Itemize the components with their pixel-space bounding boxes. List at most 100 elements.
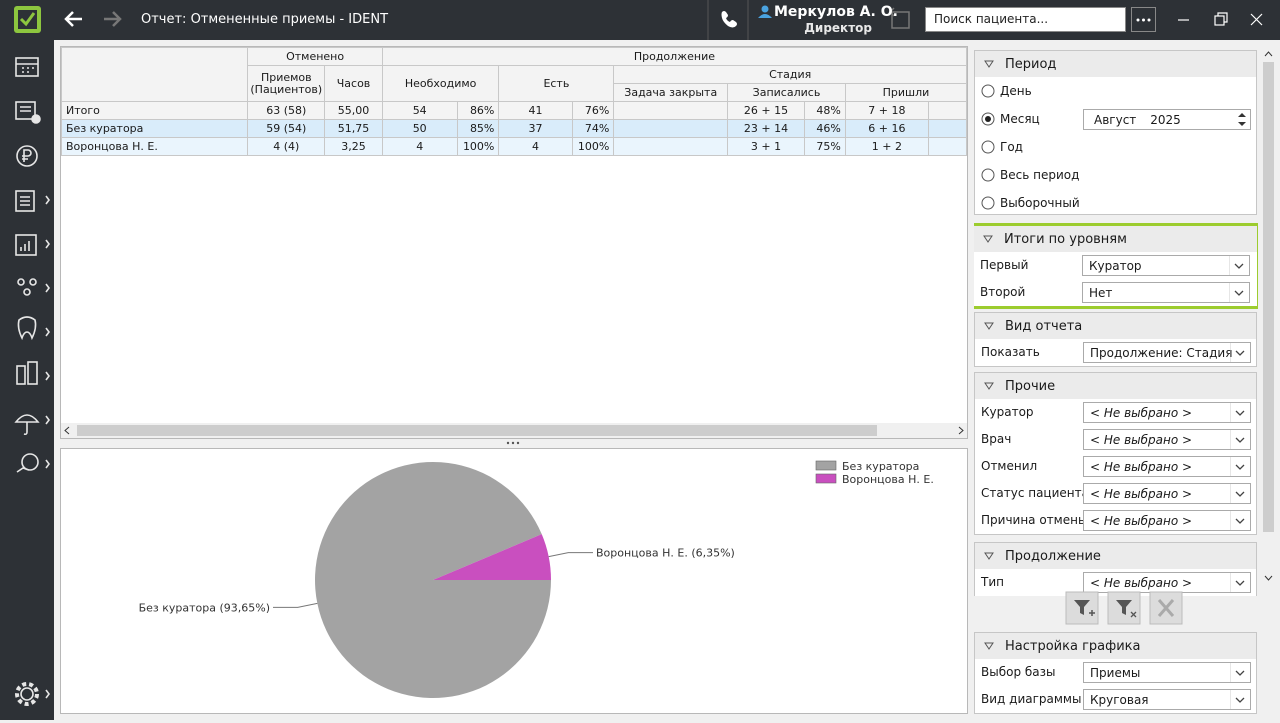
scrollbar-graphic bbox=[1263, 51, 1274, 581]
add-filter-button[interactable] bbox=[1065, 591, 1099, 625]
section-header[interactable]: Прочие bbox=[975, 373, 1256, 399]
section-title: Вид отчета bbox=[1005, 319, 1083, 334]
dropdown[interactable]: < Не выбрано > bbox=[1083, 456, 1251, 477]
radio-button[interactable] bbox=[981, 196, 995, 210]
collapse-icon bbox=[983, 235, 993, 243]
user-name[interactable]: Меркулов А. О. bbox=[774, 4, 898, 20]
column-header[interactable]: Необходимо bbox=[381, 65, 500, 102]
field-label: Первый bbox=[980, 258, 1029, 272]
panel-section: Настройка графика Выбор базы Приемы Вид диа… bbox=[974, 632, 1257, 714]
dropdown[interactable]: < Не выбрано > bbox=[1083, 483, 1251, 504]
remove-filter-button[interactable] bbox=[1107, 591, 1141, 625]
nav-patients[interactable] bbox=[17, 278, 50, 296]
user-icon bbox=[758, 5, 772, 18]
nav-visits[interactable] bbox=[15, 101, 41, 124]
table-cell: 4 bbox=[498, 137, 573, 156]
nav-finance[interactable] bbox=[16, 145, 38, 167]
dropdown[interactable]: Круговая bbox=[1083, 689, 1251, 710]
forward-button[interactable] bbox=[104, 11, 122, 27]
column-header[interactable]: Записались bbox=[727, 83, 846, 102]
panel-section: Итоги по уровням Первый Куратор Второй Нет bbox=[974, 223, 1258, 309]
nav-dental[interactable] bbox=[17, 316, 50, 341]
vertical-scrollbar[interactable] bbox=[1260, 46, 1277, 588]
nav-schedule[interactable] bbox=[15, 57, 39, 77]
radio-row: Месяц Август 2025 bbox=[975, 105, 1256, 133]
legend-label: Воронцова Н. Е. bbox=[842, 473, 934, 486]
dropdown-arrow bbox=[1230, 403, 1245, 422]
back-button[interactable] bbox=[64, 11, 82, 27]
splitter[interactable] bbox=[504, 440, 524, 446]
table-cell bbox=[613, 137, 729, 156]
nav-settings[interactable] bbox=[15, 682, 50, 706]
section-title: Прочие bbox=[1005, 379, 1056, 394]
restore-button[interactable] bbox=[1214, 12, 1228, 26]
horizontal-scrollbar[interactable] bbox=[61, 423, 967, 438]
dropdown[interactable]: Куратор bbox=[1082, 255, 1250, 276]
table-row[interactable]: Без куратора 59 (54) 51,75 50 85% 37 74% 23 + 1… bbox=[61, 119, 967, 138]
nav-insurance[interactable] bbox=[14, 414, 50, 436]
nav-payroll[interactable] bbox=[16, 453, 50, 473]
nav-lab[interactable] bbox=[16, 361, 50, 385]
table-body: Итого 63 (58) 55,00 54 86% 41 76% 26 + 15 48% 7 +… bbox=[61, 101, 967, 156]
field-label: Показать bbox=[981, 345, 1040, 359]
table-cell: 4 (4) bbox=[247, 137, 326, 156]
section-header[interactable]: Настройка графика bbox=[975, 633, 1256, 659]
dropdown[interactable]: Нет bbox=[1082, 282, 1250, 303]
month-picker[interactable]: Август 2025 bbox=[1083, 109, 1251, 130]
dropdown[interactable]: Продолжение: Стадия bbox=[1083, 342, 1251, 363]
table-row[interactable]: Итого 63 (58) 55,00 54 86% 41 76% 26 + 15 48% 7 +… bbox=[61, 101, 967, 120]
table-cell: 41 bbox=[498, 101, 573, 120]
phone-button[interactable] bbox=[721, 11, 738, 28]
dropdown[interactable]: < Не выбрано > bbox=[1083, 429, 1251, 450]
column-header[interactable]: Приемов (Пациентов) bbox=[247, 65, 326, 102]
dropdown[interactable]: Приемы bbox=[1083, 662, 1251, 683]
close-button[interactable] bbox=[1250, 13, 1263, 26]
column-header[interactable]: Есть bbox=[498, 65, 615, 102]
form-row: Первый Куратор bbox=[974, 252, 1257, 279]
column-header[interactable]: Пришли bbox=[844, 83, 967, 102]
radio-button[interactable] bbox=[981, 140, 995, 154]
form-row: Выбор базы Приемы bbox=[975, 659, 1256, 686]
chevron bbox=[1235, 437, 1245, 443]
panel-section: Прочие Куратор < Не выбрано > Врач < Не выбр… bbox=[974, 372, 1257, 535]
table-cell: 63 (58) bbox=[247, 101, 326, 120]
more-icon bbox=[1136, 18, 1151, 22]
section-header[interactable]: Продолжение bbox=[975, 543, 1256, 569]
section-header[interactable]: Вид отчета bbox=[975, 313, 1256, 339]
filter-buttons bbox=[1065, 591, 1183, 625]
dropdown[interactable]: < Не выбрано > bbox=[1083, 510, 1251, 531]
table-cell-overflow bbox=[927, 101, 967, 120]
leader-line bbox=[548, 552, 593, 558]
radio-outer bbox=[981, 84, 995, 98]
dropdown[interactable]: < Не выбрано > bbox=[1083, 572, 1251, 593]
field-label: Куратор bbox=[981, 405, 1034, 419]
month: Август bbox=[1094, 113, 1137, 127]
history-button[interactable] bbox=[889, 7, 910, 29]
field-label: Тип bbox=[981, 575, 1004, 589]
field-label: Второй bbox=[980, 285, 1026, 299]
legend-swatch bbox=[815, 460, 837, 471]
column-header[interactable]: Часов bbox=[324, 65, 383, 102]
leader-line bbox=[273, 602, 318, 608]
table-cell: 74% bbox=[571, 119, 615, 138]
pie-chart: Без куратора (93,65%) Воронцова Н. Е. (6,… bbox=[139, 460, 934, 698]
radio-button[interactable] bbox=[981, 84, 995, 98]
column-header[interactable]: Задача закрыта bbox=[613, 83, 729, 102]
section-header[interactable]: Период bbox=[975, 51, 1256, 77]
triangle bbox=[984, 60, 994, 68]
dropdown[interactable]: < Не выбрано > bbox=[1083, 402, 1251, 423]
form-row: Врач < Не выбрано > bbox=[975, 426, 1256, 453]
radio-button[interactable] bbox=[981, 168, 995, 182]
table-cell: 1 + 2 bbox=[844, 137, 929, 156]
dropdown-arrow bbox=[1230, 511, 1245, 530]
radio-button[interactable] bbox=[981, 112, 995, 126]
table-cell: 23 + 14 bbox=[727, 119, 805, 138]
section-header[interactable]: Итоги по уровням bbox=[974, 226, 1257, 252]
clear-button[interactable] bbox=[1149, 591, 1183, 625]
nav-documents[interactable] bbox=[15, 190, 50, 212]
patient-search[interactable]: Поиск пациента... bbox=[925, 7, 1126, 32]
nav-reports[interactable] bbox=[15, 234, 50, 256]
more-button[interactable] bbox=[1131, 7, 1156, 32]
